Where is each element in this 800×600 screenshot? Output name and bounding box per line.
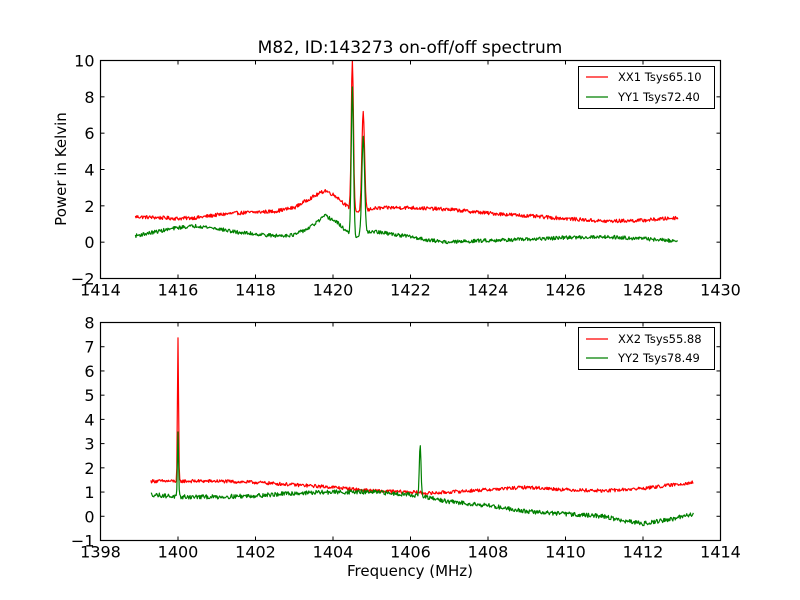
bottom-legend-box (578, 327, 715, 370)
bottom-plot-x-axis-label: Frequency (MHz) (347, 562, 473, 580)
top-y-tick-label: −2 (71, 270, 95, 289)
top-x-tick-label: 1430 (700, 281, 741, 300)
bottom-y-tick-label: 5 (84, 386, 94, 405)
bottom-y-tick-label: 0 (84, 507, 94, 526)
bottom-x-tick-label: 1414 (700, 543, 741, 562)
top-y-tick-label: 0 (84, 233, 94, 252)
top-x-tick-label: 1422 (390, 281, 431, 300)
top-x-tick-label: 1426 (545, 281, 586, 300)
bottom-plot: 1398 1400 1402 1404 1406 1408 1410 1412 1414 −1 0 1… (71, 314, 741, 581)
top-series-yy1 (134, 86, 678, 245)
bottom-y-tick-label: 7 (84, 338, 94, 357)
top-x-tick-label: 1420 (313, 281, 354, 300)
top-legend-xx1-label: XX1 Tsys65.10 (618, 70, 702, 84)
bottom-series-yy2 (150, 431, 694, 527)
bottom-legend-yy2-label: YY2 Tsys78.49 (617, 351, 700, 365)
top-x-tick-label: 1416 (158, 281, 199, 300)
bottom-legend-xx2-label: XX2 Tsys55.88 (618, 332, 702, 346)
top-x-tick-label: 1428 (623, 281, 664, 300)
top-x-tick-label: 1424 (468, 281, 509, 300)
top-y-tick-label: 4 (84, 161, 94, 180)
bottom-x-tick-label: 1398 (80, 543, 121, 562)
top-plot: 1414 1416 1418 1420 1422 1424 1426 1428 1430 −2 0 2… (52, 52, 741, 300)
top-y-tick-label: 8 (84, 88, 94, 107)
bottom-plot-ticks (100, 322, 721, 541)
bottom-y-tick-label: 4 (84, 410, 94, 429)
bottom-y-tick-label: −1 (71, 532, 95, 551)
top-x-tick-label: 1414 (80, 281, 121, 300)
top-y-tick-label: 2 (84, 197, 94, 216)
bottom-x-tick-label: 1410 (545, 543, 586, 562)
top-plot-series (134, 59, 679, 245)
bottom-x-tick-label: 1400 (158, 543, 199, 562)
top-plot-legend: XX1 Tsys65.10 YY1 Tsys72.40 (578, 66, 715, 109)
bottom-y-tick-label: 8 (84, 314, 94, 333)
bottom-x-tick-label: 1404 (313, 543, 354, 562)
bottom-y-tick-label: 3 (84, 435, 94, 454)
chart-title: M82, ID:143273 on-off/off spectrum (258, 38, 563, 58)
bottom-x-tick-label: 1408 (468, 543, 509, 562)
top-legend-box (578, 66, 715, 109)
bottom-y-tick-label: 2 (84, 459, 94, 478)
bottom-x-tick-label: 1412 (623, 543, 664, 562)
top-y-tick-label: 10 (74, 52, 94, 71)
top-y-tick-label: 6 (84, 124, 94, 143)
bottom-x-tick-label: 1406 (390, 543, 431, 562)
top-plot-ticks (100, 60, 721, 279)
top-series-xx1 (134, 59, 679, 224)
bottom-plot-tick-labels: 1398 1400 1402 1404 1406 1408 1410 1412 1414 −1 0 1… (71, 314, 741, 562)
bottom-x-tick-label: 1402 (235, 543, 276, 562)
top-legend-yy1-label: YY1 Tsys72.40 (617, 90, 700, 104)
bottom-plot-series (150, 337, 694, 527)
bottom-plot-frame (99, 321, 722, 542)
top-plot-y-axis-label: Power in Kelvin (52, 112, 70, 226)
top-x-tick-label: 1418 (235, 281, 276, 300)
bottom-plot-legend: XX2 Tsys55.88 YY2 Tsys78.49 (578, 327, 715, 370)
bottom-y-tick-label: 1 (84, 483, 94, 502)
top-plot-frame (99, 59, 722, 280)
top-plot-tick-labels: 1414 1416 1418 1420 1422 1424 1426 1428 1430 −2 0 2… (71, 52, 741, 300)
bottom-y-tick-label: 6 (84, 362, 94, 381)
